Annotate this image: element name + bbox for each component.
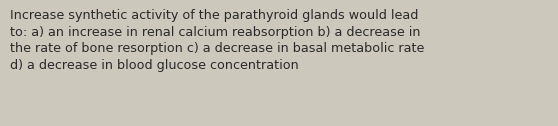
Text: Increase synthetic activity of the parathyroid glands would lead
to: a) an incre: Increase synthetic activity of the parat… xyxy=(10,9,425,72)
